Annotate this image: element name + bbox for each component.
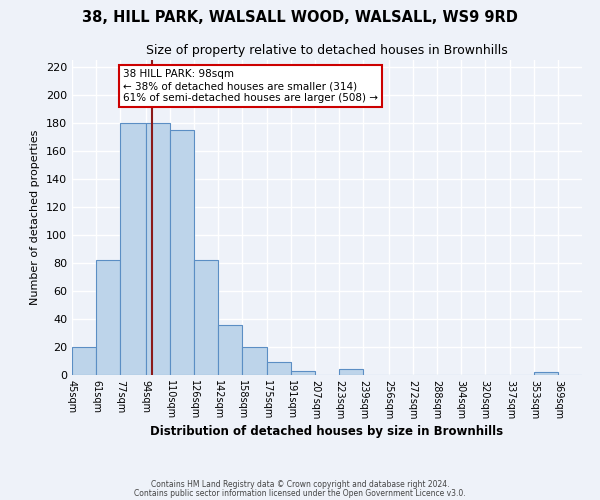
Y-axis label: Number of detached properties: Number of detached properties (31, 130, 40, 305)
Bar (218, 324, 241, 375)
Text: 38, HILL PARK, WALSALL WOOD, WALSALL, WS9 9RD: 38, HILL PARK, WALSALL WOOD, WALSALL, WS… (82, 10, 518, 25)
Bar (267, 362, 291, 375)
Bar (96, 260, 120, 375)
Text: Contains public sector information licensed under the Open Government Licence v3: Contains public sector information licen… (134, 488, 466, 498)
Bar (291, 371, 315, 375)
Bar (72, 347, 96, 375)
Bar (146, 123, 170, 375)
Bar (170, 130, 193, 375)
Bar (120, 123, 146, 375)
Bar (193, 260, 218, 375)
Text: Contains HM Land Registry data © Crown copyright and database right 2024.: Contains HM Land Registry data © Crown c… (151, 480, 449, 489)
X-axis label: Distribution of detached houses by size in Brownhills: Distribution of detached houses by size … (151, 425, 503, 438)
Bar (534, 372, 558, 375)
Text: 38 HILL PARK: 98sqm
← 38% of detached houses are smaller (314)
61% of semi-detac: 38 HILL PARK: 98sqm ← 38% of detached ho… (123, 70, 378, 102)
Bar (339, 370, 363, 375)
Bar (241, 347, 267, 375)
Title: Size of property relative to detached houses in Brownhills: Size of property relative to detached ho… (146, 44, 508, 58)
